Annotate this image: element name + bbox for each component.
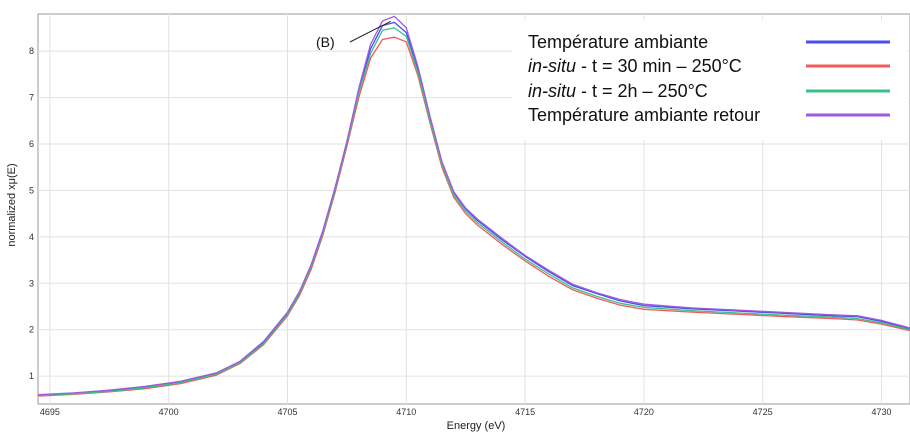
y-axis-ticks: 1 2 3 4 5 6 7 8: [29, 46, 34, 381]
y-tick-label: 8: [29, 46, 34, 56]
y-tick-label: 3: [29, 278, 34, 288]
x-tick-label: 4695: [40, 407, 60, 417]
series-line-2: [37, 36, 910, 397]
series-line-4: [37, 15, 910, 396]
x-tick-label: 4710: [396, 407, 416, 417]
x-tick-label: 4705: [277, 407, 297, 417]
y-tick-label: 7: [29, 93, 34, 103]
series-line-3: [37, 27, 910, 397]
x-axis-ticks: 4695 4700 4705 4710 4715 4720 4725 4730: [40, 407, 892, 417]
y-tick-label: 5: [29, 185, 34, 195]
x-tick-label: 4730: [871, 407, 891, 417]
x-axis-label: Energy (eV): [447, 420, 506, 432]
y-tick-label: 4: [29, 232, 34, 242]
legend-label-3: in-situ - t = 2h – 250°C: [528, 81, 708, 101]
annotation: (B): [316, 20, 392, 50]
y-tick-label: 2: [29, 325, 34, 335]
series-lines: [37, 15, 910, 397]
x-tick-label: 4725: [753, 407, 773, 417]
annotation-leader: [349, 20, 392, 43]
y-tick-label: 6: [29, 139, 34, 149]
legend-background: [512, 20, 908, 140]
legend-label-1: Température ambiante: [528, 32, 708, 52]
legend-label-2: in-situ - t = 30 min – 250°C: [528, 56, 742, 76]
legend-label-4: Température ambiante retour: [528, 105, 760, 125]
y-tick-label: 1: [29, 371, 34, 381]
y-axis-label: normalized xμ(E): [6, 163, 18, 246]
legend: Température ambiante in-situ - t = 30 min…: [512, 20, 908, 140]
x-tick-label: 4715: [515, 407, 535, 417]
annotation-label: (B): [316, 34, 335, 50]
x-tick-label: 4700: [159, 407, 179, 417]
x-tick-label: 4720: [634, 407, 654, 417]
